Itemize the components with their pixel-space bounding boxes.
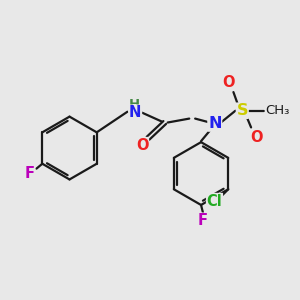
Text: O: O xyxy=(222,75,235,90)
Text: S: S xyxy=(236,103,248,118)
Text: N: N xyxy=(129,105,142,120)
Text: O: O xyxy=(250,130,262,145)
Text: N: N xyxy=(208,116,221,131)
Text: H: H xyxy=(129,98,140,111)
Text: CH₃: CH₃ xyxy=(266,104,290,117)
Text: F: F xyxy=(198,213,208,228)
Text: Cl: Cl xyxy=(207,194,222,208)
Text: O: O xyxy=(136,138,148,153)
Text: F: F xyxy=(25,166,34,181)
